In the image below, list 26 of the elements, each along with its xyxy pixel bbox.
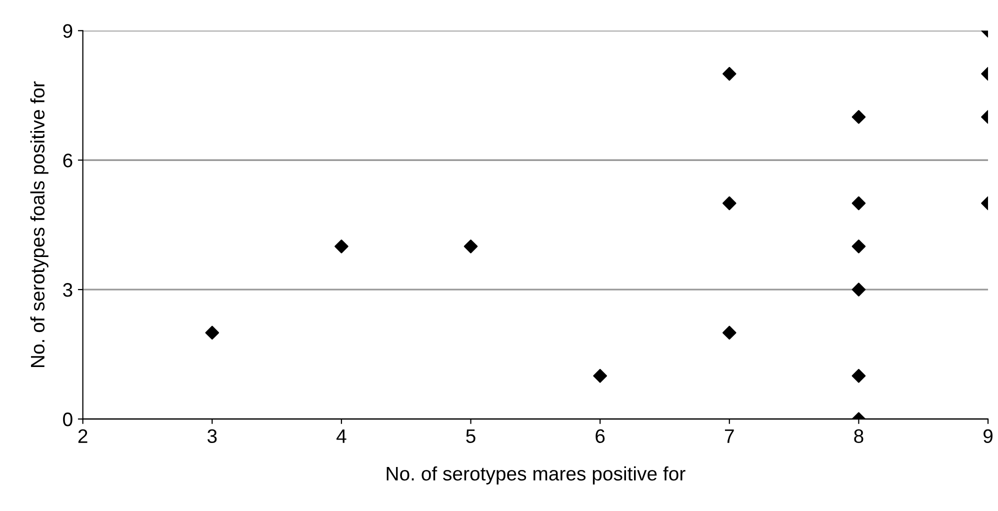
point (722, 66, 736, 81)
point (722, 326, 736, 340)
x-tick-label: 6 (596, 429, 605, 444)
point (852, 110, 866, 124)
y-tick-label: 9 (63, 24, 72, 38)
point (593, 368, 607, 383)
x-tick-label: 8 (854, 429, 864, 444)
x-tick-label: 4 (336, 429, 346, 443)
y-tick-label: 3 (63, 283, 72, 297)
point (334, 240, 348, 254)
x-tick-label: 7 (724, 429, 734, 443)
x-axis-title: No. of serotypes mares positive for (386, 466, 686, 484)
point (852, 368, 866, 383)
point (722, 196, 736, 210)
point (205, 326, 220, 340)
point (852, 196, 866, 210)
y-axis-title: No. of serotypes foals positive for (30, 81, 48, 367)
point (852, 240, 866, 254)
x-tick-label: 3 (207, 429, 217, 444)
y-tick-label: 6 (63, 154, 72, 168)
y-tick-label: 0 (63, 412, 72, 426)
x-tick-label: 9 (984, 429, 993, 444)
point (464, 240, 478, 254)
x-tick-label: 5 (466, 429, 476, 444)
x-tick-label: 2 (78, 429, 88, 443)
point (852, 282, 866, 296)
